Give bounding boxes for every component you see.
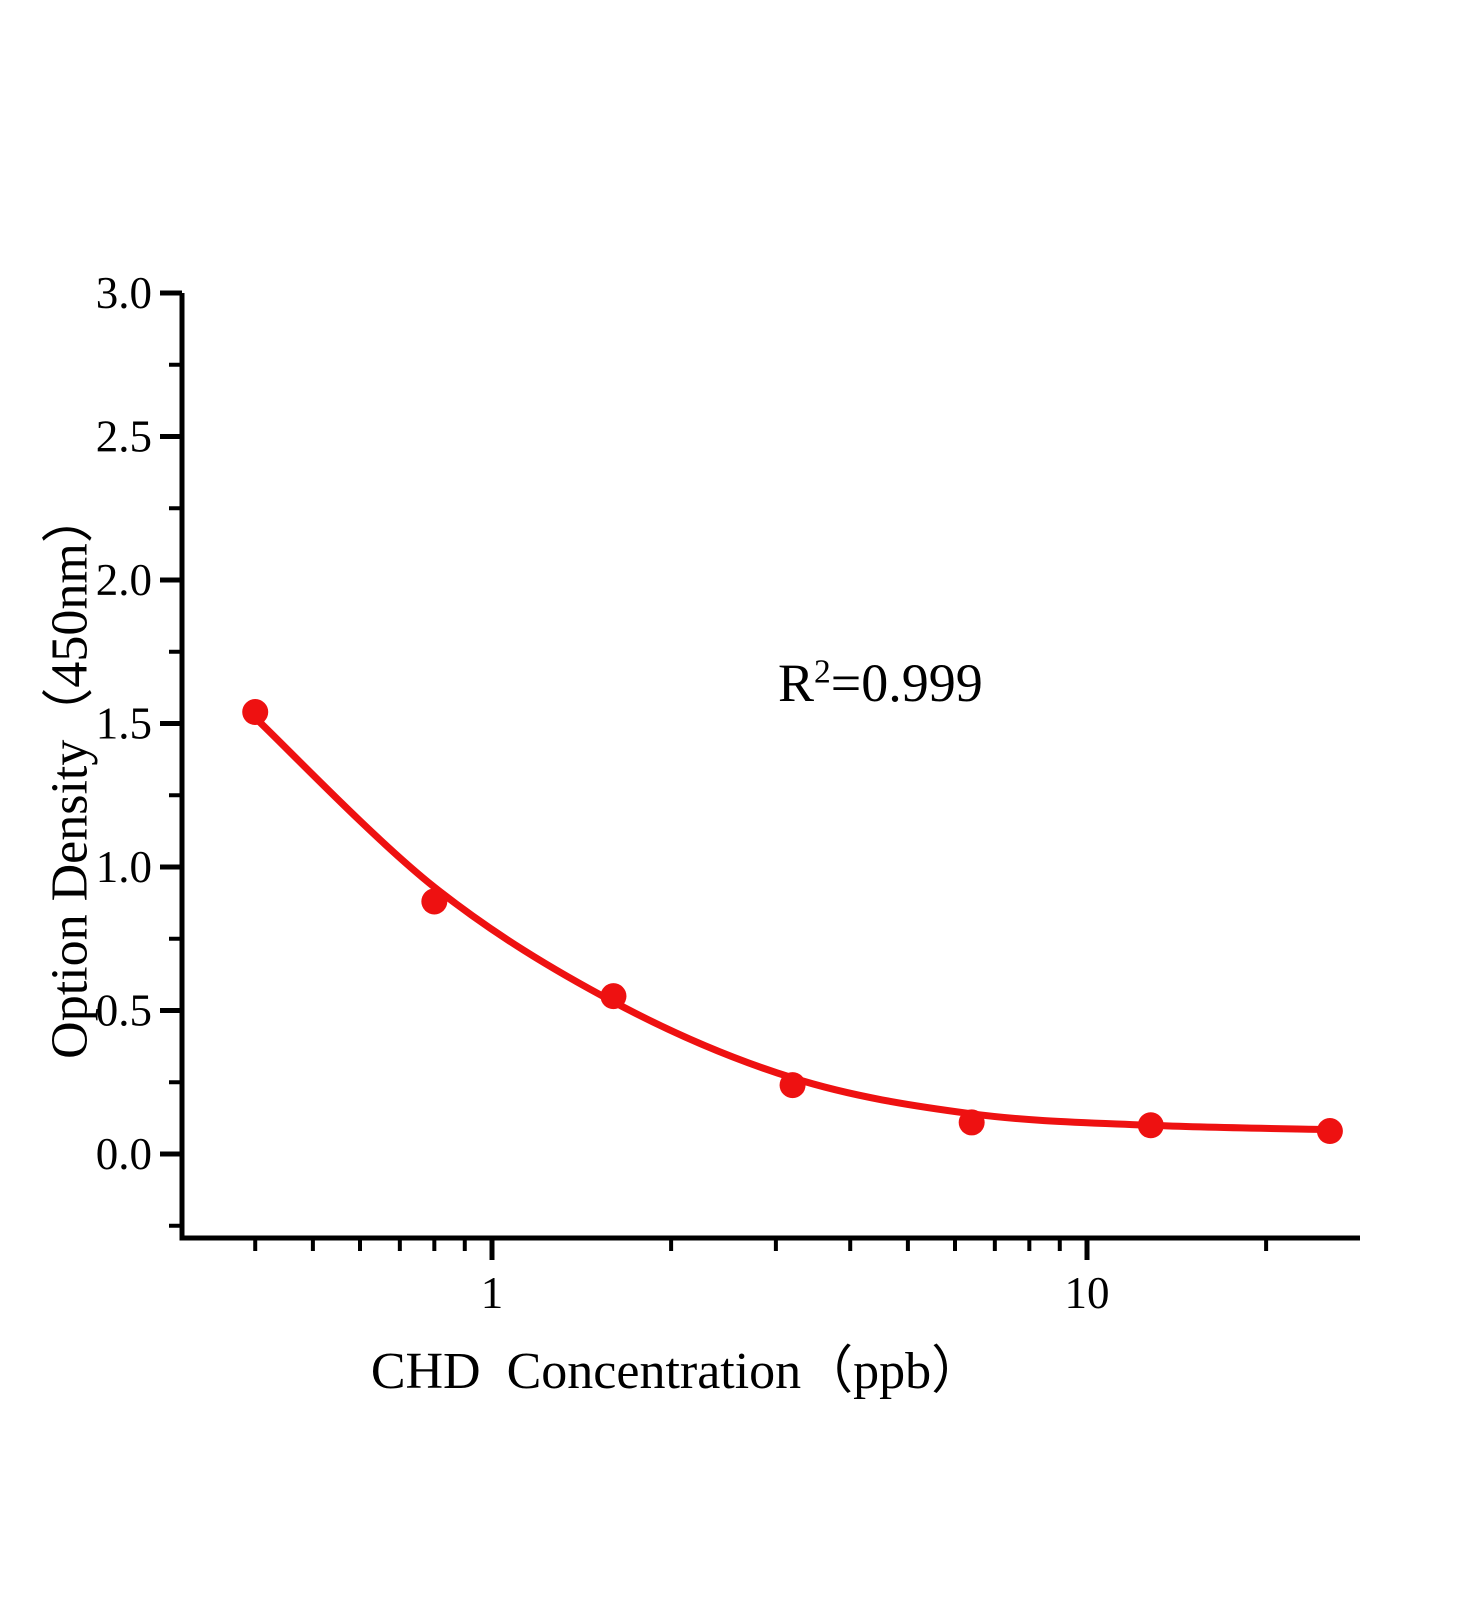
data-point [242,699,269,726]
r-squared-exponent: 2 [814,653,831,691]
x-tick-label: 1 [481,1268,504,1318]
data-point [779,1072,806,1099]
data-point [600,983,627,1010]
data-point [958,1109,985,1136]
r-squared-value: =0.999 [830,653,983,713]
y-tick-label: 2.0 [96,555,152,605]
y-tick-label: 1.5 [96,699,152,749]
y-tick-label: 0.5 [96,986,152,1036]
y-axis-title: Option Density（450nm） [41,491,99,1059]
axis-frame [179,293,1360,1241]
fit-curve [251,714,1334,1134]
y-tick-label: 0.0 [96,1129,152,1179]
x-tick-label: 10 [1065,1268,1110,1318]
y-tick-label: 2.5 [96,412,152,462]
data-point [1316,1118,1343,1145]
r-squared-annotation: R2=0.999 [778,652,983,714]
data-point [1137,1112,1164,1139]
y-tick-label: 3.0 [96,268,152,318]
x-axis-title: CHD Concentration（ppb） [370,1343,984,1400]
y-tick-label: 1.0 [96,842,152,892]
data-point [421,888,448,915]
r-squared-base: R [778,653,815,713]
